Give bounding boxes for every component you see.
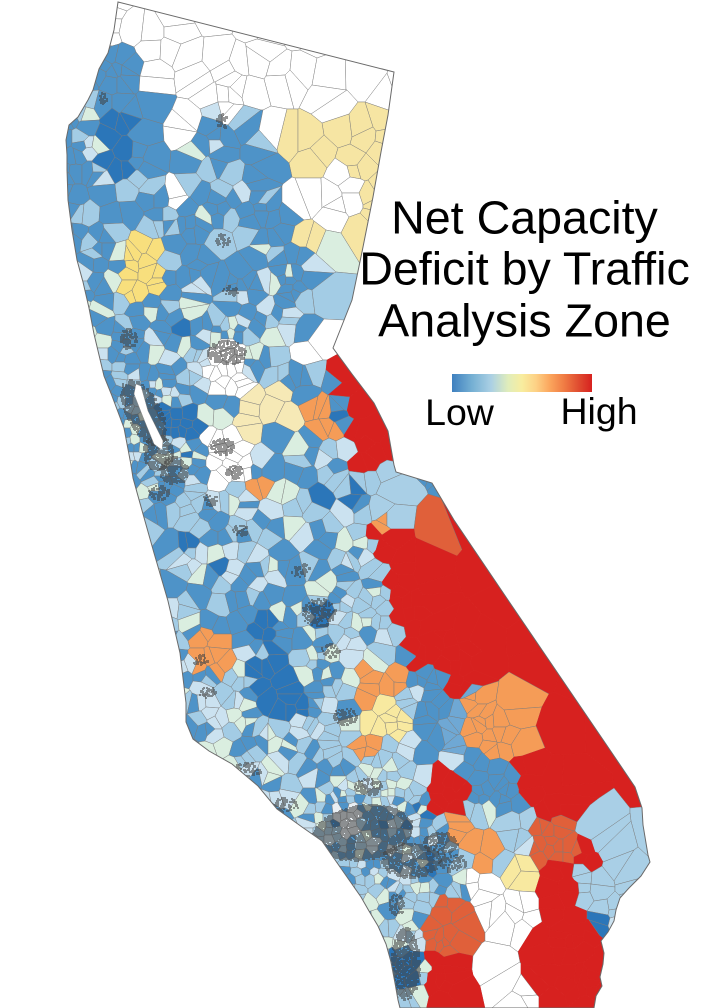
- svg-text:Deficit by Traffic: Deficit by Traffic: [359, 243, 690, 295]
- svg-text:High: High: [560, 390, 637, 432]
- svg-text:Low: Low: [425, 391, 495, 433]
- svg-text:Analysis Zone: Analysis Zone: [378, 295, 671, 347]
- svg-text:Net Capacity: Net Capacity: [391, 192, 658, 244]
